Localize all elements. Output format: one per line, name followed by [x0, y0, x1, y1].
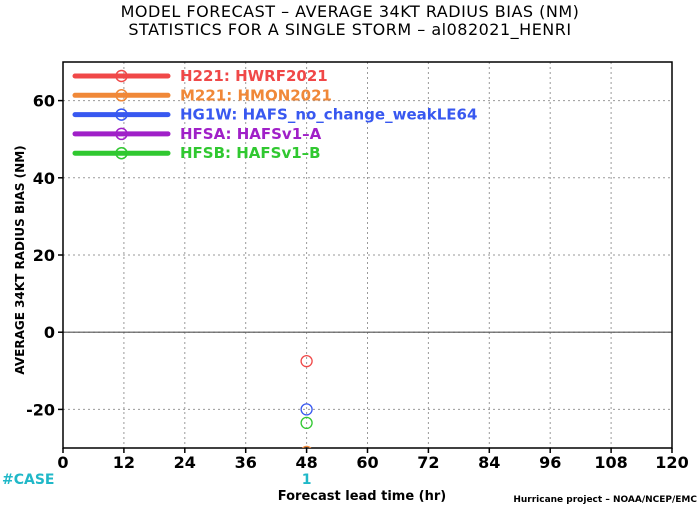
y-tick-label: -20 — [26, 400, 55, 419]
x-tick-label: 24 — [174, 453, 196, 472]
case-count-label: #CASE — [2, 472, 55, 488]
x-tick-label: 60 — [356, 453, 378, 472]
credit-text: Hurricane project – NOAA/NCEP/EMC — [513, 495, 697, 505]
chart-title-line-1: MODEL FORECAST – AVERAGE 34KT RADIUS BIA… — [120, 2, 580, 21]
legend-marker — [115, 108, 128, 121]
legend-label: H221: HWRF2021 — [180, 67, 328, 85]
data-point — [300, 354, 313, 368]
x-tick-label: 0 — [57, 453, 68, 472]
legend-marker — [115, 69, 128, 83]
legend-label: HFSA: HAFSv1–A — [180, 125, 322, 143]
points-layer — [300, 354, 313, 448]
y-axis-label: AVERAGE 34KT RADIUS BIAS (NM) — [13, 145, 27, 374]
y-tick-label: 0 — [44, 323, 55, 342]
data-point — [300, 416, 313, 430]
legend-label: HG1W: HAFS_no_change_weakLE64 — [180, 106, 477, 124]
x-tick-label: 120 — [655, 453, 688, 472]
y-tick-label: 60 — [33, 92, 55, 111]
y-tick-label: 40 — [33, 169, 55, 188]
legend-marker — [115, 146, 128, 160]
x-tick-label: 108 — [594, 453, 627, 472]
y-tick-label: 20 — [33, 246, 55, 265]
legend-label: M221: HMON2021 — [180, 86, 332, 104]
x-tick-label: 72 — [417, 453, 439, 472]
x-tick-label: 84 — [478, 453, 500, 472]
legend-marker — [115, 89, 128, 102]
x-tick-label: 12 — [113, 453, 135, 472]
data-point — [300, 403, 313, 416]
grid-layer — [63, 62, 672, 448]
legend-marker — [115, 127, 128, 141]
x-tick-label: 96 — [539, 453, 561, 472]
x-tick-label: 48 — [295, 453, 317, 472]
x-axis-label: Forecast lead time (hr) — [278, 489, 446, 504]
chart-title-line-2: STATISTICS FOR A SINGLE STORM – al082021… — [128, 20, 572, 39]
data-point — [301, 445, 312, 448]
axes-layer: 0 12 24 36 48 60 72 84 96 108 120 -20 0 20 40 60 — [26, 92, 689, 472]
case-count: 1 — [302, 472, 312, 488]
legend-label: HFSB: HAFSv1–B — [180, 144, 321, 162]
x-tick-label: 36 — [235, 453, 257, 472]
